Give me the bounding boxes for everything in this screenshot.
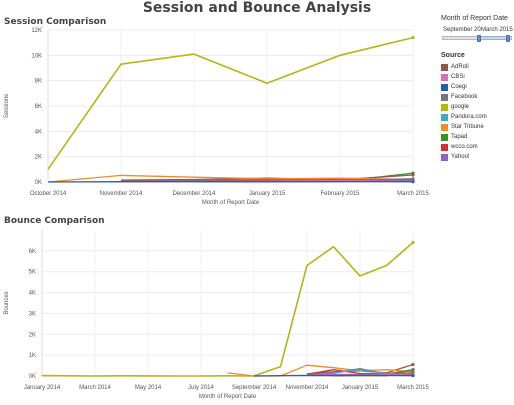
y-tick-label: 2K <box>29 332 36 338</box>
series-end-point-adroll[interactable] <box>411 362 415 367</box>
slider-range-fill <box>478 36 508 40</box>
legend-label: Pandora.com <box>451 114 487 120</box>
slider-handle-end[interactable] <box>506 35 510 42</box>
y-tick-label: 6K <box>35 104 42 110</box>
legend-label: google <box>451 104 470 110</box>
legend-label: Facebook <box>451 94 478 100</box>
legend-item-cbsi[interactable]: CBSi <box>441 72 487 82</box>
legend-label: AdRoll <box>451 64 469 70</box>
legend-swatch <box>441 153 448 161</box>
x-tick-label: September 2014 <box>232 385 277 391</box>
x-tick-label: January 2015 <box>249 191 286 197</box>
series-line-coegi[interactable] <box>253 374 414 377</box>
series-end-point-tapad[interactable] <box>411 368 415 372</box>
dashboard-title: Session and Bounce Analysis <box>142 0 372 16</box>
legend-item-yahoo-[interactable]: Yahoo! <box>441 152 487 162</box>
y-tick-label: 1K <box>29 353 36 359</box>
legend-swatch <box>441 83 448 91</box>
legend-swatch <box>441 143 448 151</box>
legend-label: Coegi <box>451 84 467 90</box>
session-chart-title: Session Comparison <box>4 17 107 27</box>
legend-swatch <box>441 93 448 101</box>
month-range-slider[interactable] <box>442 35 512 42</box>
y-tick-label: 2K <box>35 155 42 161</box>
x-tick-label: January 2015 <box>342 385 379 391</box>
month-filter-from: September 20 <box>443 27 481 33</box>
y-tick-label: 4K <box>35 129 42 135</box>
x-tick-label: March 2015 <box>397 191 429 197</box>
x-tick-label: March 2014 <box>79 385 111 391</box>
y-tick-label: 5K <box>29 270 36 276</box>
legend-swatch <box>441 123 448 131</box>
legend-item-wcco-com[interactable]: wcco.com <box>441 142 487 152</box>
x-tick-label: December 2014 <box>173 191 216 197</box>
x-tick-label: November 2014 <box>100 191 143 197</box>
legend-label: wcco.com <box>451 144 478 150</box>
month-filter-to: March 2015 <box>481 27 513 33</box>
bounce-comparison-chart: 0K 1K 2K 3K 4K 5K 6K January 2014 March 2014 May … <box>4 230 430 400</box>
legend-swatch <box>441 73 448 81</box>
session-comparison-chart: 0K 2K 4K 6K 8K 10K 12K October 2014 November 201… <box>4 28 430 206</box>
x-tick-label: November 2014 <box>286 385 329 391</box>
x-tick-label: July 2014 <box>188 385 214 391</box>
source-legend: AdRoll CBSi Coegi Facebook google Pandora.com… <box>441 62 487 162</box>
legend-swatch <box>441 63 448 71</box>
series-end-point-coegi[interactable] <box>411 373 415 378</box>
x-tick-label: March 2015 <box>397 385 429 391</box>
y-tick-label: 10K <box>31 53 42 59</box>
y-tick-label: 4K <box>29 291 36 297</box>
series-line-star-tribune[interactable] <box>47 174 414 183</box>
x-tick-label: May 2014 <box>135 385 162 391</box>
y-tick-label: 12K <box>31 28 42 34</box>
series-end-point-google[interactable] <box>411 240 415 245</box>
x-tick-label: February 2015 <box>320 191 360 197</box>
legend-swatch <box>441 133 448 141</box>
y-tick-label: 0K <box>35 180 42 186</box>
series-end-point-adroll[interactable] <box>411 173 415 177</box>
legend-title: Source <box>441 52 465 59</box>
y-tick-label: 8K <box>35 79 42 85</box>
x-tick-label: October 2014 <box>30 191 67 197</box>
y-tick-label: 3K <box>29 311 36 317</box>
slider-handle-start[interactable] <box>477 35 481 42</box>
series-end-point-google[interactable] <box>411 36 415 40</box>
x-axis-title: Month of Report Date <box>199 394 257 400</box>
legend-label: Tapad <box>451 134 468 140</box>
series-line-google[interactable] <box>47 36 414 170</box>
month-filter-title: Month of Report Date <box>441 15 508 22</box>
legend-item-star-tribune[interactable]: Star Tribune <box>441 122 487 132</box>
series-end-point-coegi[interactable] <box>411 180 415 184</box>
legend-label: Yahoo! <box>451 154 470 160</box>
y-axis-title: Sessions <box>4 94 10 118</box>
legend-item-adroll[interactable]: AdRoll <box>441 62 487 72</box>
x-tick-label: January 2014 <box>24 385 61 391</box>
legend-label: CBSi <box>451 74 465 80</box>
legend-item-facebook[interactable]: Facebook <box>441 92 487 102</box>
legend-label: Star Tribune <box>451 124 484 130</box>
legend-swatch <box>441 103 448 111</box>
legend-item-pandora-com[interactable]: Pandora.com <box>441 112 487 122</box>
legend-item-google[interactable]: google <box>441 102 487 112</box>
legend-swatch <box>441 113 448 121</box>
y-axis-title: Bounces <box>4 291 10 314</box>
bounce-chart-title: Bounce Comparison <box>4 216 105 226</box>
x-axis-title: Month of Report Date <box>202 200 260 206</box>
series-line-google[interactable] <box>41 241 414 377</box>
legend-item-tapad[interactable]: Tapad <box>441 132 487 142</box>
y-tick-label: 0K <box>29 374 36 380</box>
y-tick-label: 6K <box>29 249 36 255</box>
legend-item-coegi[interactable]: Coegi <box>441 82 487 92</box>
